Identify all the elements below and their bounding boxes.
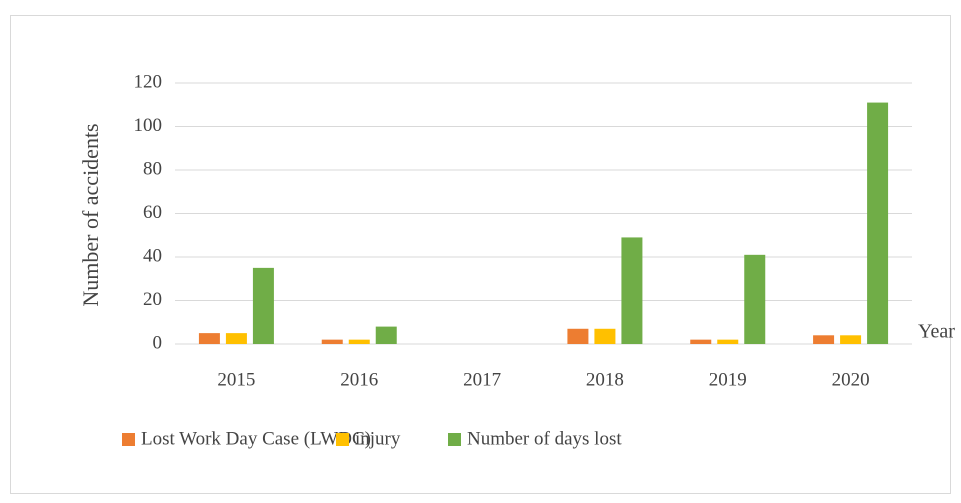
bar bbox=[225, 333, 247, 344]
x-tick-label: 2020 bbox=[832, 369, 870, 390]
y-tick-label: 60 bbox=[143, 202, 162, 223]
x-tick-label: 2017 bbox=[463, 369, 501, 390]
x-tick-label: 2016 bbox=[340, 369, 378, 390]
x-tick-label: 2018 bbox=[586, 369, 624, 390]
chart-frame bbox=[10, 15, 951, 494]
bar bbox=[252, 267, 274, 344]
x-axis-label: Year bbox=[918, 321, 955, 343]
bar bbox=[690, 339, 712, 344]
bar bbox=[567, 328, 589, 344]
legend-swatch bbox=[336, 433, 349, 446]
y-tick-label: 80 bbox=[143, 158, 162, 179]
bar bbox=[744, 254, 766, 344]
bar bbox=[813, 335, 835, 344]
bar bbox=[594, 328, 616, 344]
y-tick-label: 120 bbox=[134, 71, 163, 92]
x-tick-label: 2015 bbox=[217, 369, 255, 390]
legend-swatch bbox=[448, 433, 461, 446]
y-axis-label: Number of accidents bbox=[78, 123, 103, 306]
bar bbox=[621, 237, 643, 344]
y-tick-label: 40 bbox=[143, 245, 162, 266]
legend-label: injury bbox=[355, 428, 401, 449]
legend-swatch bbox=[122, 433, 135, 446]
bar bbox=[717, 339, 739, 344]
legend-label: Lost Work Day Case (LWDC) bbox=[141, 428, 371, 449]
y-tick-label: 20 bbox=[143, 289, 162, 310]
bar bbox=[321, 339, 343, 344]
bar bbox=[198, 333, 220, 344]
bar bbox=[840, 335, 862, 344]
bar bbox=[867, 102, 889, 344]
bar bbox=[348, 339, 370, 344]
y-tick-label: 0 bbox=[153, 332, 163, 353]
bar bbox=[375, 326, 397, 344]
y-tick-label: 100 bbox=[134, 115, 163, 136]
legend-label: Number of days lost bbox=[467, 428, 622, 449]
x-tick-label: 2019 bbox=[709, 369, 747, 390]
